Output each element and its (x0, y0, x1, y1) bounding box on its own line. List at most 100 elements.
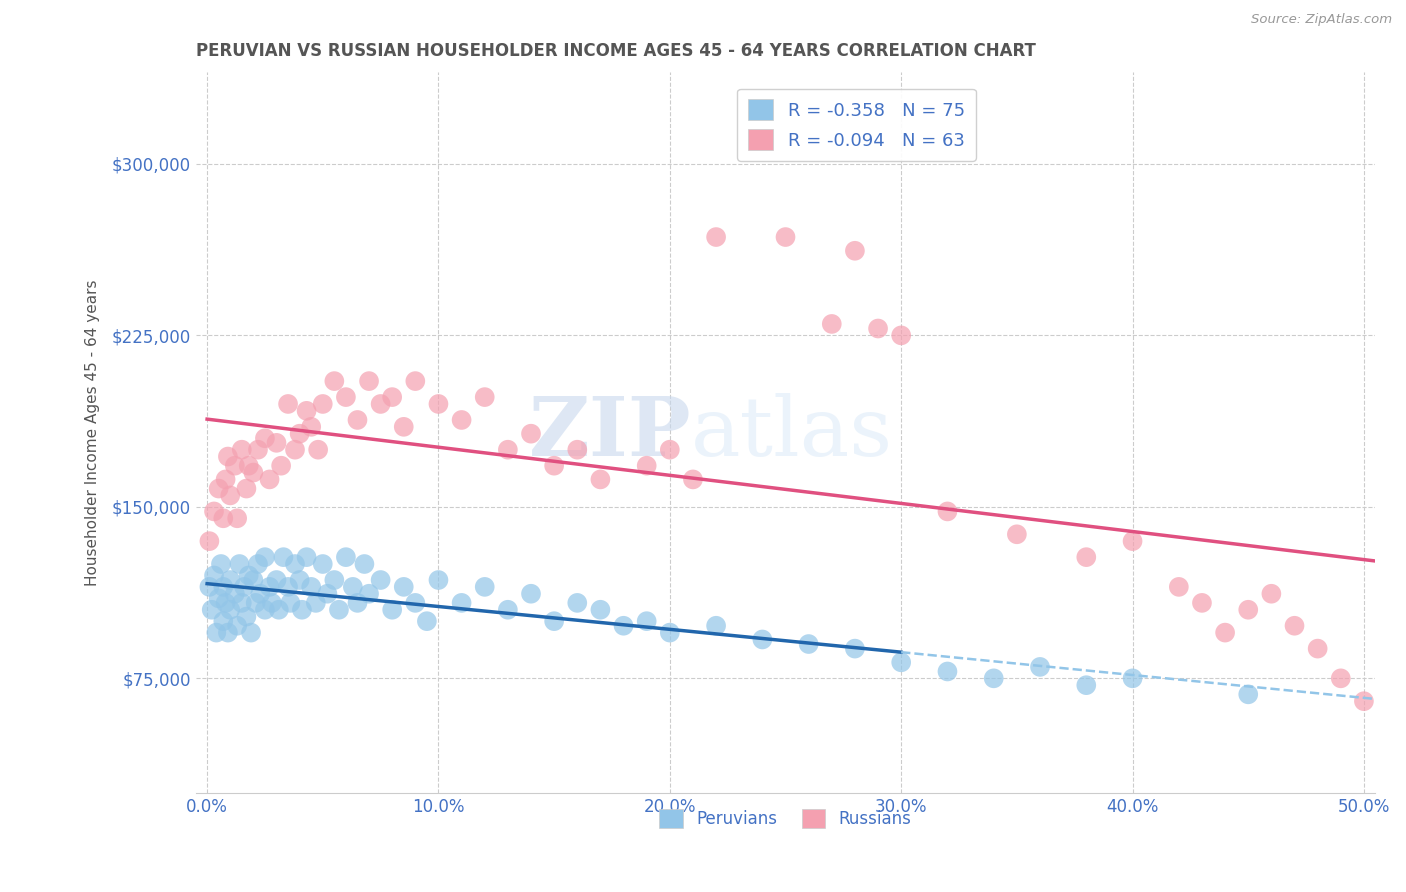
Point (266, 573, 288, 587)
Point (299, 420, 322, 434)
Point (658, 625, 681, 640)
Point (496, 442, 519, 457)
Point (1029, 660, 1052, 674)
Point (217, 450, 239, 464)
Point (404, 374, 426, 388)
Point (567, 442, 589, 457)
Point (226, 619, 249, 633)
Point (353, 557, 375, 571)
Point (1306, 641, 1329, 656)
Point (543, 614, 565, 628)
Point (299, 580, 322, 594)
Point (346, 413, 368, 427)
Point (266, 435, 288, 450)
Point (277, 580, 299, 594)
Point (249, 587, 271, 601)
Point (238, 568, 260, 582)
Point (392, 580, 415, 594)
Point (450, 413, 472, 427)
Point (1076, 678, 1098, 692)
Point (260, 596, 283, 610)
Point (1353, 694, 1375, 708)
Point (936, 504, 959, 518)
Point (636, 614, 658, 628)
Point (224, 587, 246, 601)
Point (245, 596, 267, 610)
Point (589, 603, 612, 617)
Text: ZIP: ZIP (529, 392, 692, 473)
Point (392, 420, 415, 434)
Point (235, 609, 257, 624)
Point (284, 442, 307, 457)
Point (233, 580, 256, 594)
Point (1076, 550, 1098, 565)
Point (1122, 671, 1144, 685)
Point (357, 587, 380, 601)
Point (224, 458, 246, 473)
Point (704, 230, 727, 244)
Point (335, 390, 357, 404)
Point (235, 482, 257, 496)
Point (238, 458, 260, 473)
Point (202, 568, 225, 582)
Point (312, 397, 335, 411)
Point (890, 656, 912, 670)
Point (219, 488, 242, 502)
Point (253, 550, 276, 565)
Point (259, 580, 281, 594)
Point (890, 328, 912, 343)
Point (1284, 619, 1306, 633)
Point (775, 230, 797, 244)
Point (305, 596, 328, 610)
Point (936, 665, 959, 679)
Point (335, 550, 357, 565)
Point (288, 426, 311, 441)
Point (246, 442, 269, 457)
Point (280, 596, 302, 610)
Point (323, 573, 346, 587)
Point (198, 580, 221, 594)
Point (1213, 625, 1236, 640)
Point (214, 472, 236, 486)
Point (381, 603, 404, 617)
Point (209, 557, 232, 571)
Point (496, 603, 519, 617)
Point (983, 671, 1005, 685)
Point (370, 573, 392, 587)
Y-axis label: Householder Income Ages 45 - 64 years: Householder Income Ages 45 - 64 years (86, 279, 100, 586)
Point (520, 587, 543, 601)
Point (1191, 596, 1213, 610)
Point (427, 573, 450, 587)
Point (312, 557, 335, 571)
Point (202, 504, 225, 518)
Point (1237, 603, 1260, 617)
Point (1330, 671, 1353, 685)
Point (357, 374, 380, 388)
Point (295, 404, 318, 418)
Point (474, 580, 496, 594)
Point (450, 596, 472, 610)
Text: Source: ZipAtlas.com: Source: ZipAtlas.com (1251, 13, 1392, 27)
Point (217, 625, 239, 640)
Point (284, 557, 307, 571)
Point (219, 603, 242, 617)
Point (214, 596, 236, 610)
Point (1260, 587, 1282, 601)
Point (270, 458, 292, 473)
Legend: Peruvians, Russians: Peruvians, Russians (652, 802, 918, 835)
Point (589, 472, 612, 486)
Point (682, 472, 704, 486)
Point (342, 580, 364, 594)
Point (404, 596, 426, 610)
Point (751, 632, 773, 647)
Point (253, 431, 276, 445)
Point (307, 442, 329, 457)
Point (658, 442, 681, 457)
Point (1122, 534, 1144, 549)
Point (198, 534, 221, 549)
Point (212, 511, 235, 525)
Point (520, 426, 543, 441)
Point (228, 557, 250, 571)
Point (704, 619, 727, 633)
Point (291, 603, 314, 617)
